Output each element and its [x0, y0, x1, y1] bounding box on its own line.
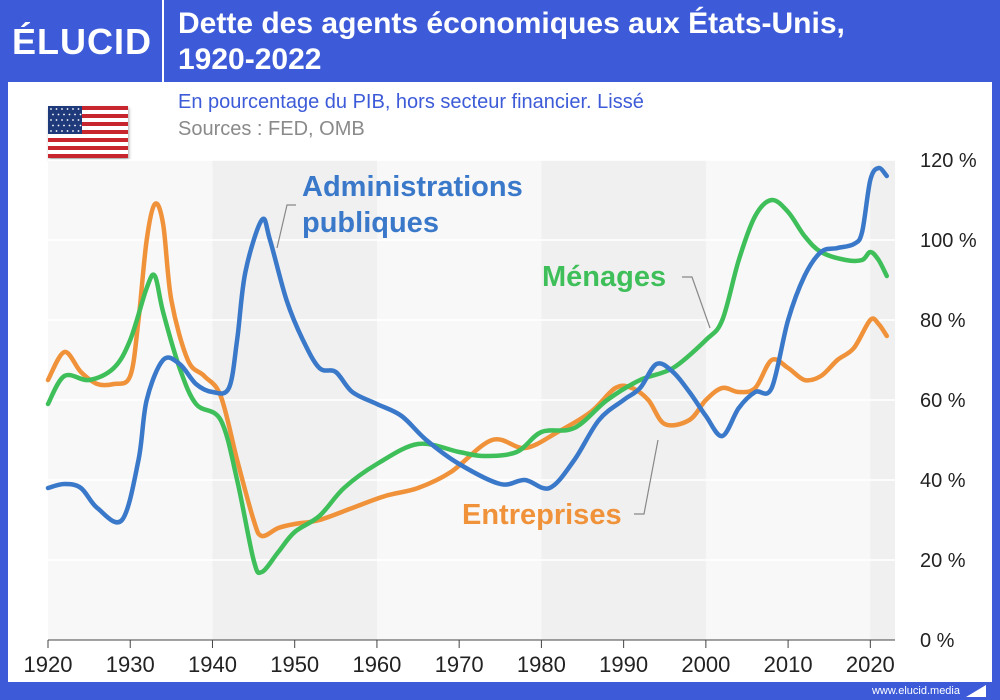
y-tick-label: 100 % [920, 230, 977, 252]
annotation-administrations-line2: publiques [302, 207, 439, 239]
us-flag-icon [48, 106, 128, 158]
x-tick-label: 1990 [599, 652, 648, 677]
x-tick-label: 2020 [846, 652, 895, 677]
x-tick-label: 1960 [352, 652, 401, 677]
elucid-mark-icon [966, 685, 986, 697]
series-lines [45, 165, 890, 576]
chart-sources: Sources : FED, OMB [178, 118, 365, 140]
x-axis: 1920 1930 1940 1950 1960 1970 1980 1990 2000 2010… [24, 639, 895, 677]
y-tick-label: 80 % [920, 310, 966, 332]
x-tick-label: 1950 [270, 652, 319, 677]
x-tick-label: 2000 [681, 652, 730, 677]
annotation-leader-administrations [276, 204, 296, 249]
y-tick-label: 120 % [920, 150, 977, 172]
header-bar: ÉLUCID Dette des agents économiques aux … [0, 0, 1000, 82]
footer-bar: www.elucid.media [0, 682, 1000, 700]
series-line-administrations [45, 165, 890, 525]
annotation-entreprises: Entreprises [462, 499, 622, 531]
x-tick-label: 1930 [106, 652, 155, 677]
title-line-1: Dette des agents économiques aux États-U… [178, 7, 845, 40]
x-tick-label: 1970 [435, 652, 484, 677]
y-tick-label: 0 % [920, 630, 955, 652]
title-line-2: 1920-2022 [178, 43, 322, 76]
y-axis: 0 % 20 % 40 % 60 % 80 % 100 % 120 % [920, 150, 977, 652]
x-tick-label: 1980 [517, 652, 566, 677]
line-chart: Administrations publiques Ménages Entrepris… [24, 150, 977, 677]
y-tick-label: 40 % [920, 470, 966, 492]
series-line-menages [45, 197, 890, 576]
annotation-menages: Ménages [542, 261, 666, 293]
header-divider [162, 0, 164, 82]
x-tick-label: 1940 [188, 652, 237, 677]
annotation-leader-menages [682, 276, 711, 329]
gridlines [48, 159, 895, 561]
annotation-administrations-line1: Administrations [302, 171, 523, 203]
y-tick-label: 20 % [920, 550, 966, 572]
x-tick-label: 1920 [24, 652, 73, 677]
brand-logo: ÉLUCID [12, 21, 152, 62]
x-tick-label: 2010 [764, 652, 813, 677]
annotation-leader-entreprises [634, 439, 659, 515]
series-annotations: Administrations publiques Ménages Entrepris… [302, 171, 666, 531]
page-title: Dette des agents économiques aux États-U… [178, 6, 988, 78]
footer-url[interactable]: www.elucid.media [871, 685, 960, 697]
chart-subtitle: En pourcentage du PIB, hors secteur fina… [178, 91, 644, 113]
y-tick-label: 60 % [920, 390, 966, 412]
annotation-leaders [276, 204, 711, 515]
